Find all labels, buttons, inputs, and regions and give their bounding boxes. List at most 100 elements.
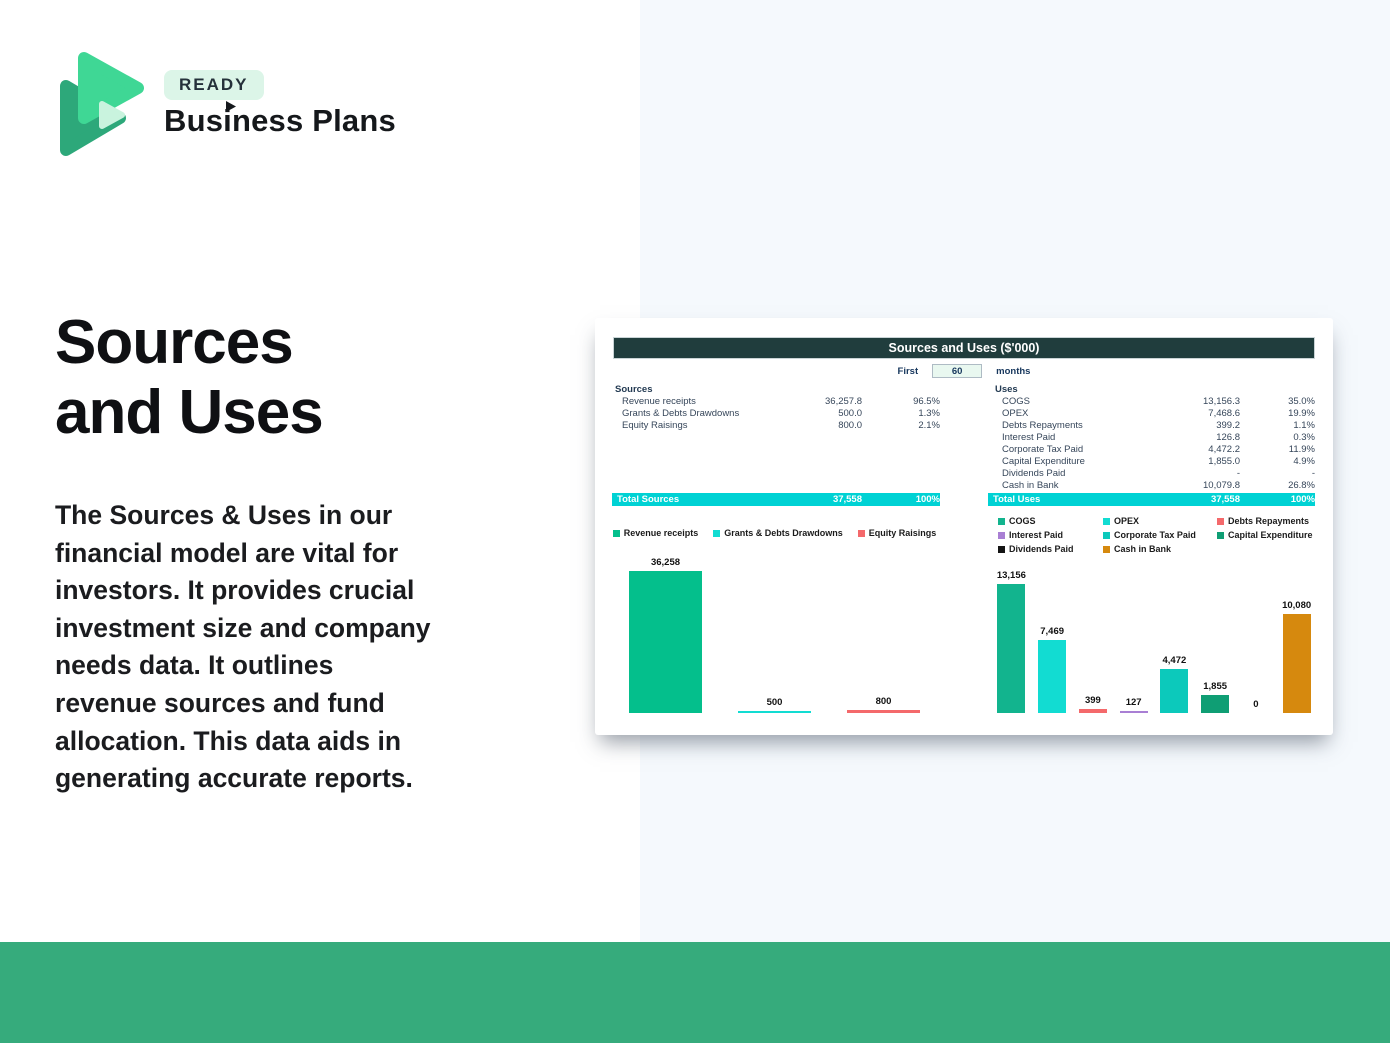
- chart-bar: [997, 584, 1026, 713]
- table-cell: 7,468.6: [1208, 408, 1240, 419]
- brand-i-triangle-icon: [226, 101, 236, 112]
- table-cell: 11.9%: [1288, 444, 1315, 455]
- chart-bar: [1038, 640, 1067, 713]
- chart-bar: [1282, 614, 1311, 713]
- table-row: COGS 13,156.3 35.0%: [995, 396, 1315, 408]
- period-input[interactable]: [932, 364, 983, 378]
- table-cell: 10,079.8: [1203, 480, 1240, 491]
- table-cell: 0.3%: [1293, 432, 1315, 443]
- table-cell: Cash in Bank: [1002, 480, 1059, 491]
- bar-value-label: 13,156: [996, 570, 1026, 581]
- table-row: Interest Paid 126.8 0.3%: [995, 432, 1315, 444]
- legend-item: OPEX: [1103, 516, 1217, 526]
- chart-bar-slot: 0: [1236, 566, 1277, 713]
- uses-bar-chart: 13,156 7,469 399 127 4,472 1,855 0 10,080: [991, 566, 1317, 713]
- chart-bar: [1119, 711, 1148, 713]
- legend-label: Dividends Paid: [1009, 544, 1074, 554]
- period-row: First months: [595, 364, 1333, 378]
- chart-bar-slot: 1,855: [1195, 566, 1236, 713]
- sources-table-rows: Revenue receipts 36,257.8 96.5% Grants & De…: [615, 396, 940, 432]
- spreadsheet-card: Sources and Uses ($'000) First months So…: [595, 318, 1333, 735]
- table-cell: -: [1311, 468, 1315, 479]
- legend-swatch-icon: [1103, 531, 1110, 539]
- chart-bar: [1078, 709, 1107, 713]
- uses-chart-legend: COGS OPEX Debts Repayments Interest Paid Cor…: [998, 516, 1320, 554]
- total-sources-value: 37,558: [832, 494, 862, 505]
- total-sources-label: Total Sources: [617, 494, 680, 505]
- chart-bar-slot: 399: [1073, 566, 1114, 713]
- sources-table-header: Sources: [615, 384, 653, 395]
- legend-item: Revenue receipts: [612, 528, 699, 538]
- table-cell: 4,472.2: [1208, 444, 1240, 455]
- uses-table-rows: COGS 13,156.3 35.0% OPEX 7,468.6 19.9% Debts R…: [995, 396, 1315, 492]
- legend-swatch-icon: [1103, 545, 1110, 553]
- table-cell: Corporate Tax Paid: [1002, 444, 1084, 455]
- page-description: The Sources & Uses in our financial mode…: [55, 500, 431, 794]
- table-cell: Equity Raisings: [622, 420, 688, 431]
- chart-bar-slot: 36,258: [611, 551, 720, 713]
- brand-name: Business Plans: [164, 103, 396, 138]
- bar-value-label: 36,258: [650, 557, 681, 568]
- table-cell: Debts Repayments: [1002, 420, 1083, 431]
- table-row: Cash in Bank 10,079.8 26.8%: [995, 480, 1315, 492]
- legend-swatch-icon: [998, 545, 1005, 553]
- table-row: Capital Expenditure 1,855.0 4.9%: [995, 456, 1315, 468]
- legend-item: Equity Raisings: [857, 528, 936, 538]
- legend-swatch-icon: [998, 517, 1005, 525]
- table-row: Debts Repayments 399.2 1.1%: [995, 420, 1315, 432]
- table-cell: 96.5%: [913, 396, 940, 407]
- legend-label: Interest Paid: [1009, 530, 1064, 540]
- table-cell: 399.2: [1216, 420, 1240, 431]
- chart-bar-slot: 7,469: [1032, 566, 1073, 713]
- bar-value-label: 10,080: [1282, 600, 1312, 611]
- table-cell: 36,257.8: [825, 396, 862, 407]
- legend-swatch-icon: [998, 531, 1005, 539]
- legend-item: Interest Paid: [998, 530, 1103, 540]
- bar-value-label: 0: [1253, 699, 1259, 710]
- legend-label: Revenue receipts: [623, 528, 699, 538]
- uses-table: Uses COGS 13,156.3 35.0% OPEX 7,468.6 19.9% De…: [995, 384, 1315, 492]
- sources-chart-legend: Revenue receipts Grants & Debts Drawdowns…: [611, 528, 938, 538]
- page-title: Sources and Uses: [55, 308, 324, 447]
- chart-bar: [1160, 669, 1189, 713]
- legend-swatch-icon: [612, 529, 620, 537]
- legend-label: Cash in Bank: [1114, 544, 1172, 554]
- legend-item: Dividends Paid: [998, 544, 1103, 554]
- chart-bar: [1201, 695, 1230, 713]
- chart-bar: [847, 710, 920, 713]
- legend-swatch-icon: [713, 529, 721, 537]
- table-cell: 1.1%: [1293, 420, 1315, 431]
- legend-label: COGS: [1009, 516, 1036, 526]
- table-row: Revenue receipts 36,257.8 96.5%: [615, 396, 940, 408]
- chart-bar-slot: 13,156: [991, 566, 1032, 713]
- table-row: Equity Raisings 800.0 2.1%: [615, 420, 940, 432]
- table-cell: 2.1%: [918, 420, 940, 431]
- chart-bar-slot: 4,472: [1154, 566, 1195, 713]
- chart-bar-slot: 10,080: [1276, 566, 1317, 713]
- total-uses-label: Total Uses: [993, 494, 1041, 505]
- table-row: Corporate Tax Paid 4,472.2 11.9%: [995, 444, 1315, 456]
- legend-item: Corporate Tax Paid: [1103, 530, 1217, 540]
- chart-bar-slot: 800: [829, 551, 938, 713]
- table-cell: 4.9%: [1293, 456, 1315, 467]
- chart-bar-slot: 127: [1113, 566, 1154, 713]
- legend-item: COGS: [998, 516, 1103, 526]
- total-uses-row: Total Uses 37,558 100%: [988, 493, 1315, 506]
- legend-swatch-icon: [857, 529, 865, 537]
- period-suffix-label: months: [996, 365, 1031, 377]
- legend-label: OPEX: [1114, 516, 1140, 526]
- chart-bar: [629, 571, 702, 713]
- legend-label: Debts Repayments: [1228, 516, 1310, 526]
- legend-item: Cash in Bank: [1103, 544, 1217, 554]
- table-row: Grants & Debts Drawdowns 500.0 1.3%: [615, 408, 940, 420]
- chart-bar: [738, 711, 811, 713]
- table-cell: 126.8: [1216, 432, 1240, 443]
- table-cell: OPEX: [1002, 408, 1029, 419]
- bar-value-label: 4,472: [1162, 655, 1187, 666]
- table-cell: 1.3%: [918, 408, 940, 419]
- legend-swatch-icon: [1103, 517, 1110, 525]
- bar-value-label: 7,469: [1040, 626, 1065, 637]
- table-row: OPEX 7,468.6 19.9%: [995, 408, 1315, 420]
- brand-logo: READY Business Plans: [58, 50, 396, 160]
- table-cell: Revenue receipts: [622, 396, 696, 407]
